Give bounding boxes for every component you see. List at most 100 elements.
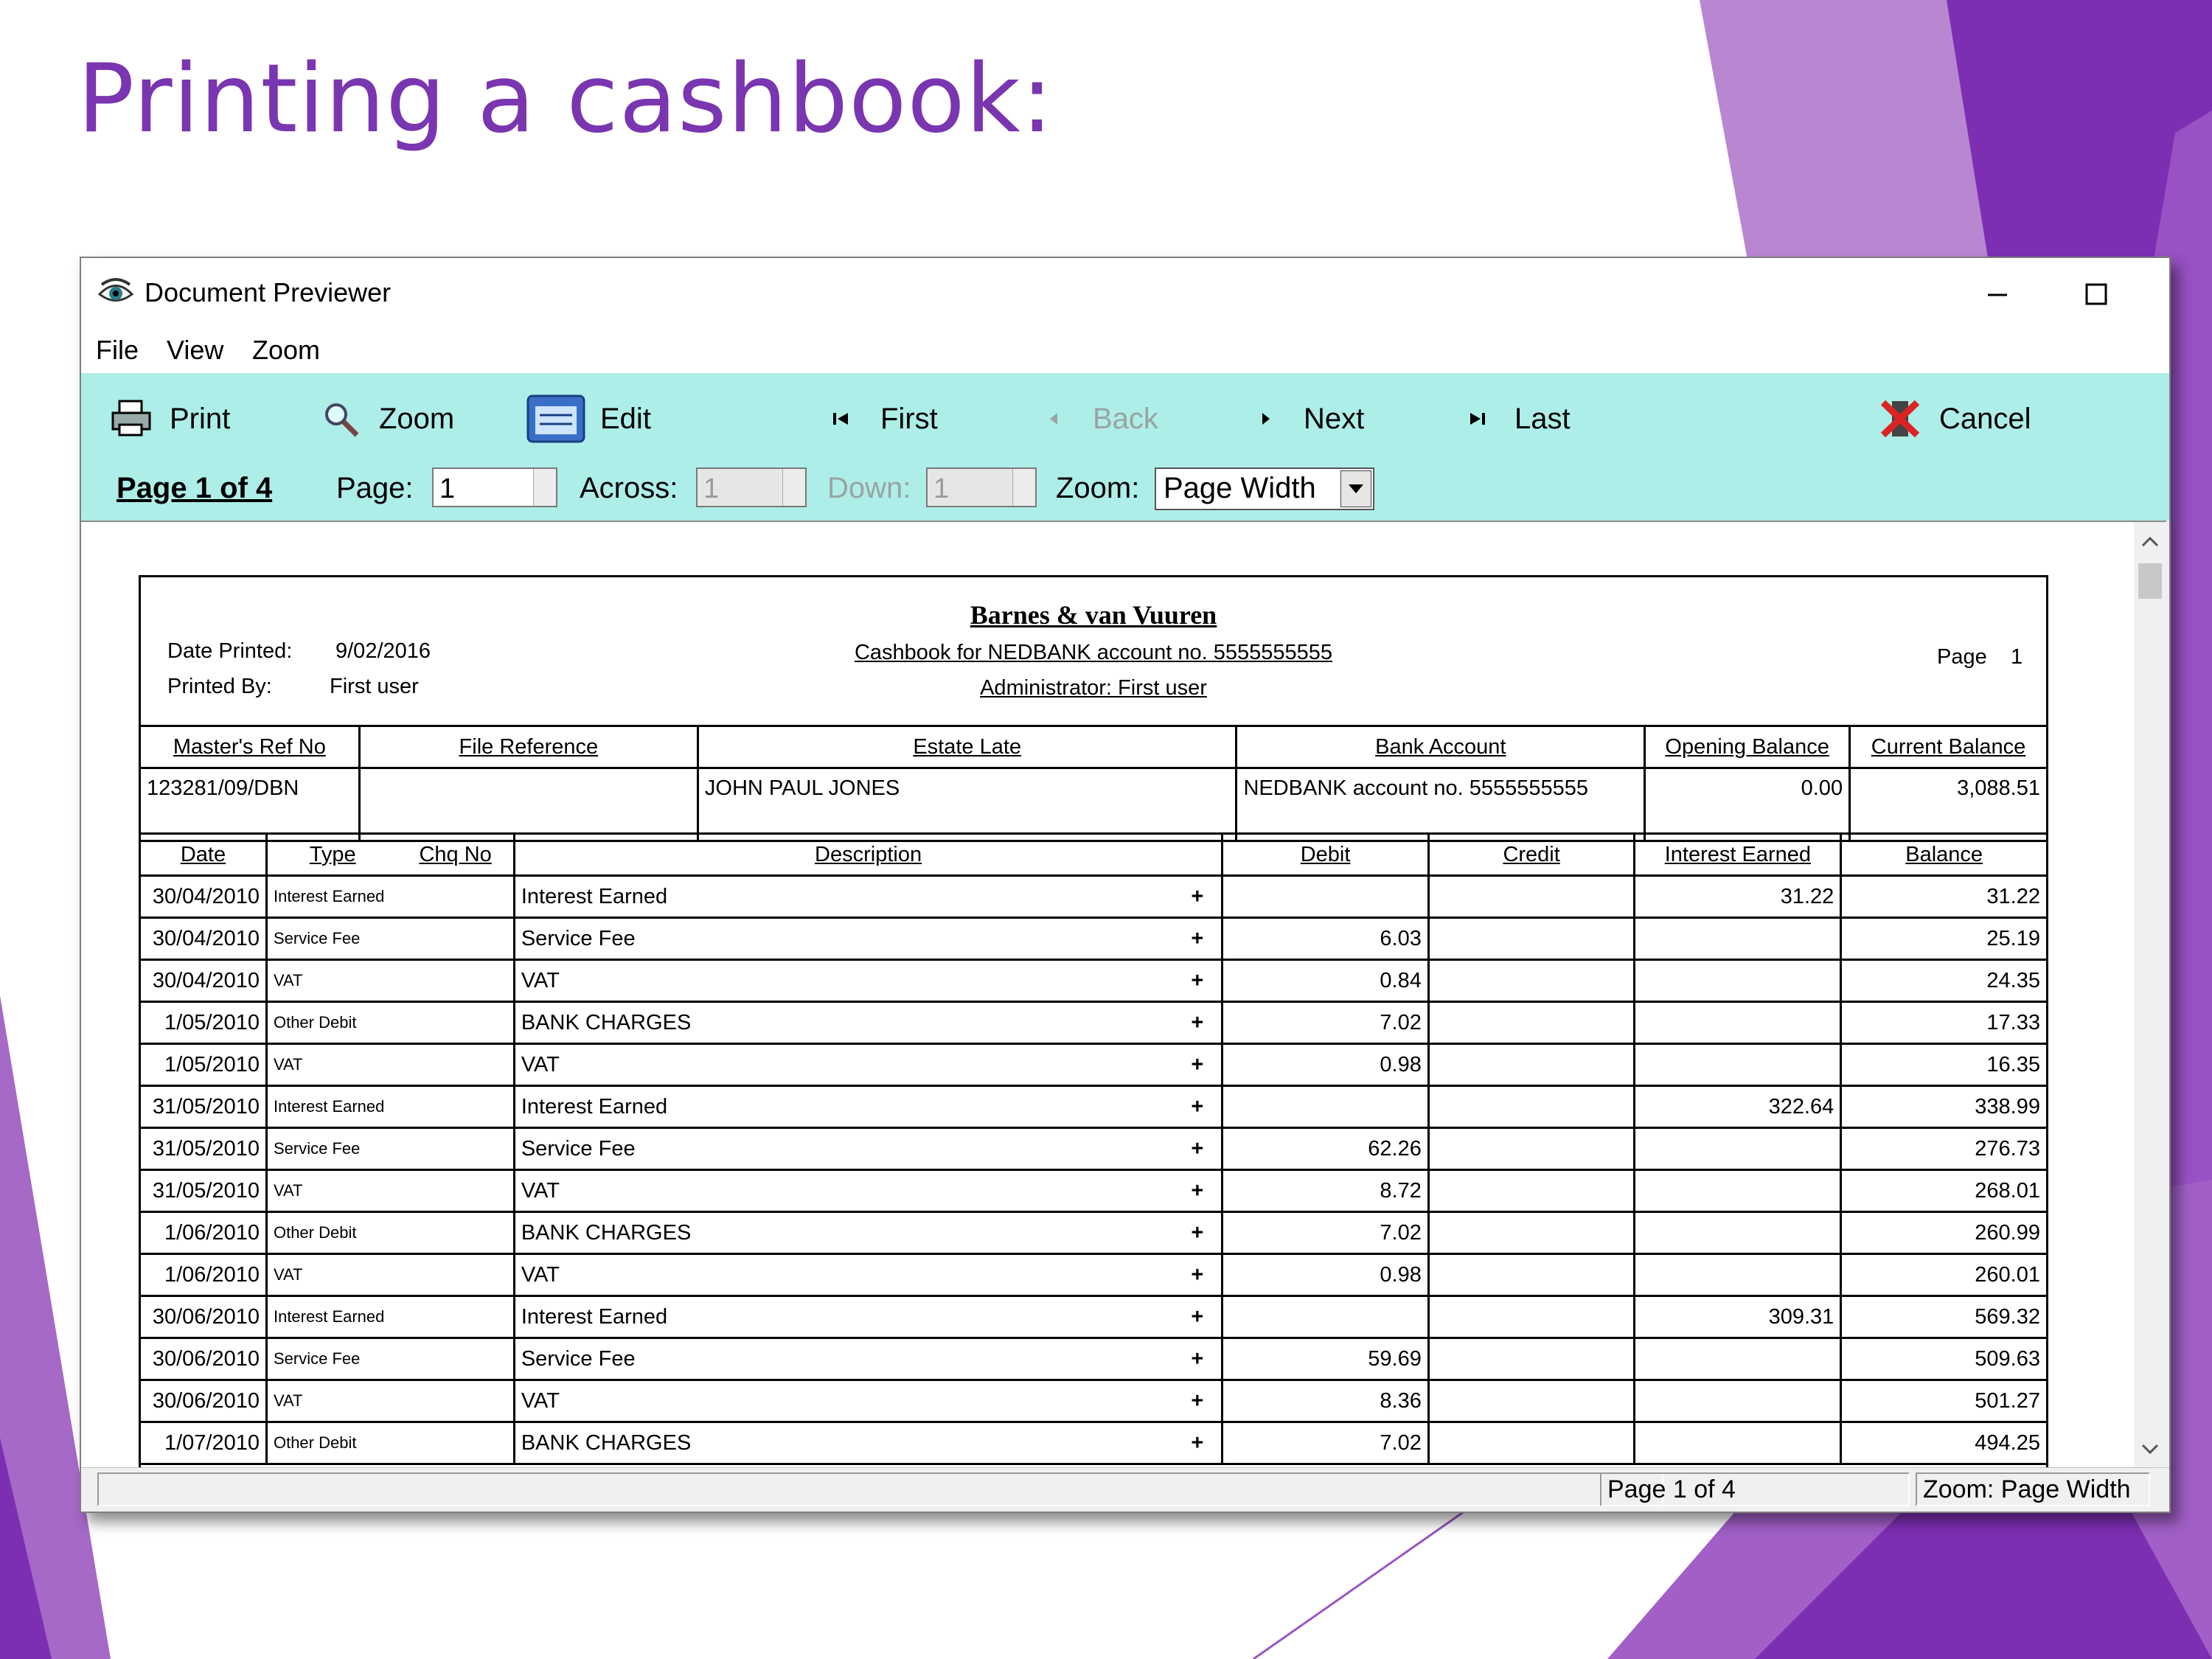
column-header: Credit xyxy=(1427,832,1636,877)
table-row: 30/06/2010 Service Fee Service Fee +59.69 50… xyxy=(139,1337,2048,1381)
plus-marker: + xyxy=(1191,1178,1204,1203)
spinner-arrows-icon[interactable] xyxy=(1012,469,1035,506)
transactions-table: Date Type Chq No Description Debit Credit Inte… xyxy=(139,832,2048,1465)
firm-name: Barnes & van Vuuren xyxy=(970,600,1217,630)
description-text: Interest Earned xyxy=(521,1304,668,1329)
column-header: Type xyxy=(266,832,398,877)
row-balance: 569.32 xyxy=(1840,1295,2048,1339)
row-date: 1/05/2010 xyxy=(139,1001,268,1045)
row-description: Service Fee + xyxy=(512,1127,1224,1171)
row-date: 1/06/2010 xyxy=(139,1253,268,1297)
description-text: VAT xyxy=(521,968,560,992)
row-balance: 24.35 xyxy=(1840,959,2048,1003)
across-spinner[interactable]: 1 xyxy=(696,467,807,507)
row-description: Interest Earned + xyxy=(512,874,1224,919)
down-value: 1 xyxy=(933,473,950,504)
zoom-select-label: Zoom: xyxy=(1056,472,1140,504)
row-credit xyxy=(1427,1043,1636,1087)
info-header-cell: Current Balance xyxy=(1848,725,2048,769)
row-cheque xyxy=(397,959,515,1003)
row-type: VAT xyxy=(265,1043,398,1087)
cashbook-report: Barnes & van Vuuren Cashbook for NEDBANK… xyxy=(139,575,2048,1489)
row-type: Other Debit xyxy=(265,1001,398,1045)
scroll-thumb[interactable] xyxy=(2138,563,2162,599)
print-button[interactable]: Print xyxy=(108,389,230,448)
close-icon xyxy=(2159,265,2171,321)
report-page-number: 1 xyxy=(2011,645,2023,669)
zoom-button[interactable]: Zoom xyxy=(317,389,454,448)
row-interest xyxy=(1633,1337,1843,1381)
account-info-table: Master's Ref No File Reference Estate Late… xyxy=(139,725,2048,842)
close-button[interactable] xyxy=(2159,265,2171,321)
spinner-arrows-icon[interactable] xyxy=(533,469,556,506)
date-printed-label: Date Printed: xyxy=(167,639,293,663)
down-spinner[interactable]: 1 xyxy=(926,467,1037,507)
edit-button[interactable]: Edit xyxy=(526,389,651,448)
row-date: 31/05/2010 xyxy=(139,1169,268,1213)
plus-marker: + xyxy=(1191,1220,1204,1245)
row-description: BANK CHARGES + xyxy=(512,1421,1224,1465)
maximize-button[interactable] xyxy=(2059,265,2132,321)
row-credit xyxy=(1427,1001,1636,1045)
row-cheque xyxy=(397,1379,515,1423)
first-button[interactable]: First xyxy=(818,389,938,448)
last-button[interactable]: Last xyxy=(1453,389,1571,448)
row-interest: 31.22 xyxy=(1633,874,1843,919)
row-balance: 509.63 xyxy=(1840,1337,2048,1381)
row-debit: 59.69 xyxy=(1221,1337,1430,1381)
row-type: Interest Earned xyxy=(265,874,398,919)
printed-by-label: Printed By: xyxy=(167,675,272,698)
scroll-down-icon[interactable] xyxy=(2134,1435,2166,1464)
plus-marker: + xyxy=(1191,1094,1204,1119)
spinner-arrows-icon[interactable] xyxy=(782,469,805,506)
row-credit xyxy=(1427,1127,1636,1171)
table-row: 31/05/2010 Service Fee Service Fee +62.26 27… xyxy=(139,1127,2048,1171)
info-value-cell: JOHN PAUL JONES xyxy=(696,767,1238,842)
scroll-up-icon[interactable] xyxy=(2134,526,2166,556)
row-cheque xyxy=(397,917,515,961)
plus-marker: + xyxy=(1191,884,1204,908)
menu-file[interactable]: File xyxy=(96,335,139,365)
cancel-button[interactable]: Cancel xyxy=(1877,389,2031,448)
row-debit: 0.98 xyxy=(1221,1043,1430,1087)
dropdown-button[interactable] xyxy=(1340,470,1371,507)
row-credit xyxy=(1427,1253,1636,1297)
zoom-select[interactable]: Page Width xyxy=(1155,467,1374,510)
cancel-label: Cancel xyxy=(1939,402,2031,435)
table-row: 30/06/2010 Interest Earned Interest Earned… xyxy=(139,1295,2048,1339)
document-previewer-window: Document Previewer File View Zoom Print … xyxy=(80,257,2171,1513)
row-interest: 309.31 xyxy=(1633,1295,1843,1339)
row-type: Interest Earned xyxy=(265,1295,398,1339)
table-row: 30/04/2010 Interest Earned Interest Earned… xyxy=(139,874,2048,919)
description-text: VAT xyxy=(521,1262,560,1287)
eye-icon xyxy=(97,278,134,302)
first-label: First xyxy=(880,402,938,435)
info-value-cell xyxy=(358,767,699,842)
info-header-cell: Bank Account xyxy=(1235,725,1646,769)
page-spinner[interactable]: 1 xyxy=(432,467,557,507)
table-row: 1/07/2010 Other Debit BANK CHARGES +7.02 494… xyxy=(139,1421,2048,1465)
zoom-label: Zoom xyxy=(379,402,455,435)
info-header-cell: Opening Balance xyxy=(1644,725,1851,769)
slide-title: Printing a cashbook: xyxy=(77,44,1054,154)
account-info-header: Master's Ref No File Reference Estate Late… xyxy=(139,725,2048,769)
back-button[interactable]: Back xyxy=(1031,389,1158,448)
info-header-cell: Master's Ref No xyxy=(139,725,361,769)
report-subtitle: Cashbook for NEDBANK account no. 5555555… xyxy=(854,641,1333,664)
window-title: Document Previewer xyxy=(145,277,392,307)
vertical-scrollbar[interactable] xyxy=(2134,522,2166,1469)
menu-view[interactable]: View xyxy=(167,335,224,365)
row-description: VAT + xyxy=(512,1379,1224,1423)
row-interest xyxy=(1633,1001,1843,1045)
description-text: VAT xyxy=(521,1052,560,1077)
maximize-icon xyxy=(2085,283,2107,305)
next-button[interactable]: Next xyxy=(1242,389,1364,448)
row-description: VAT + xyxy=(512,1169,1224,1213)
minimize-button[interactable] xyxy=(1960,265,2034,321)
description-text: Interest Earned xyxy=(521,884,668,908)
table-row: 1/06/2010 VAT VAT +0.98 260.01 xyxy=(139,1253,2048,1297)
row-balance: 494.25 xyxy=(1840,1421,2048,1465)
row-credit xyxy=(1427,1295,1636,1339)
column-header: Debit xyxy=(1221,832,1430,877)
menu-zoom[interactable]: Zoom xyxy=(252,335,321,365)
